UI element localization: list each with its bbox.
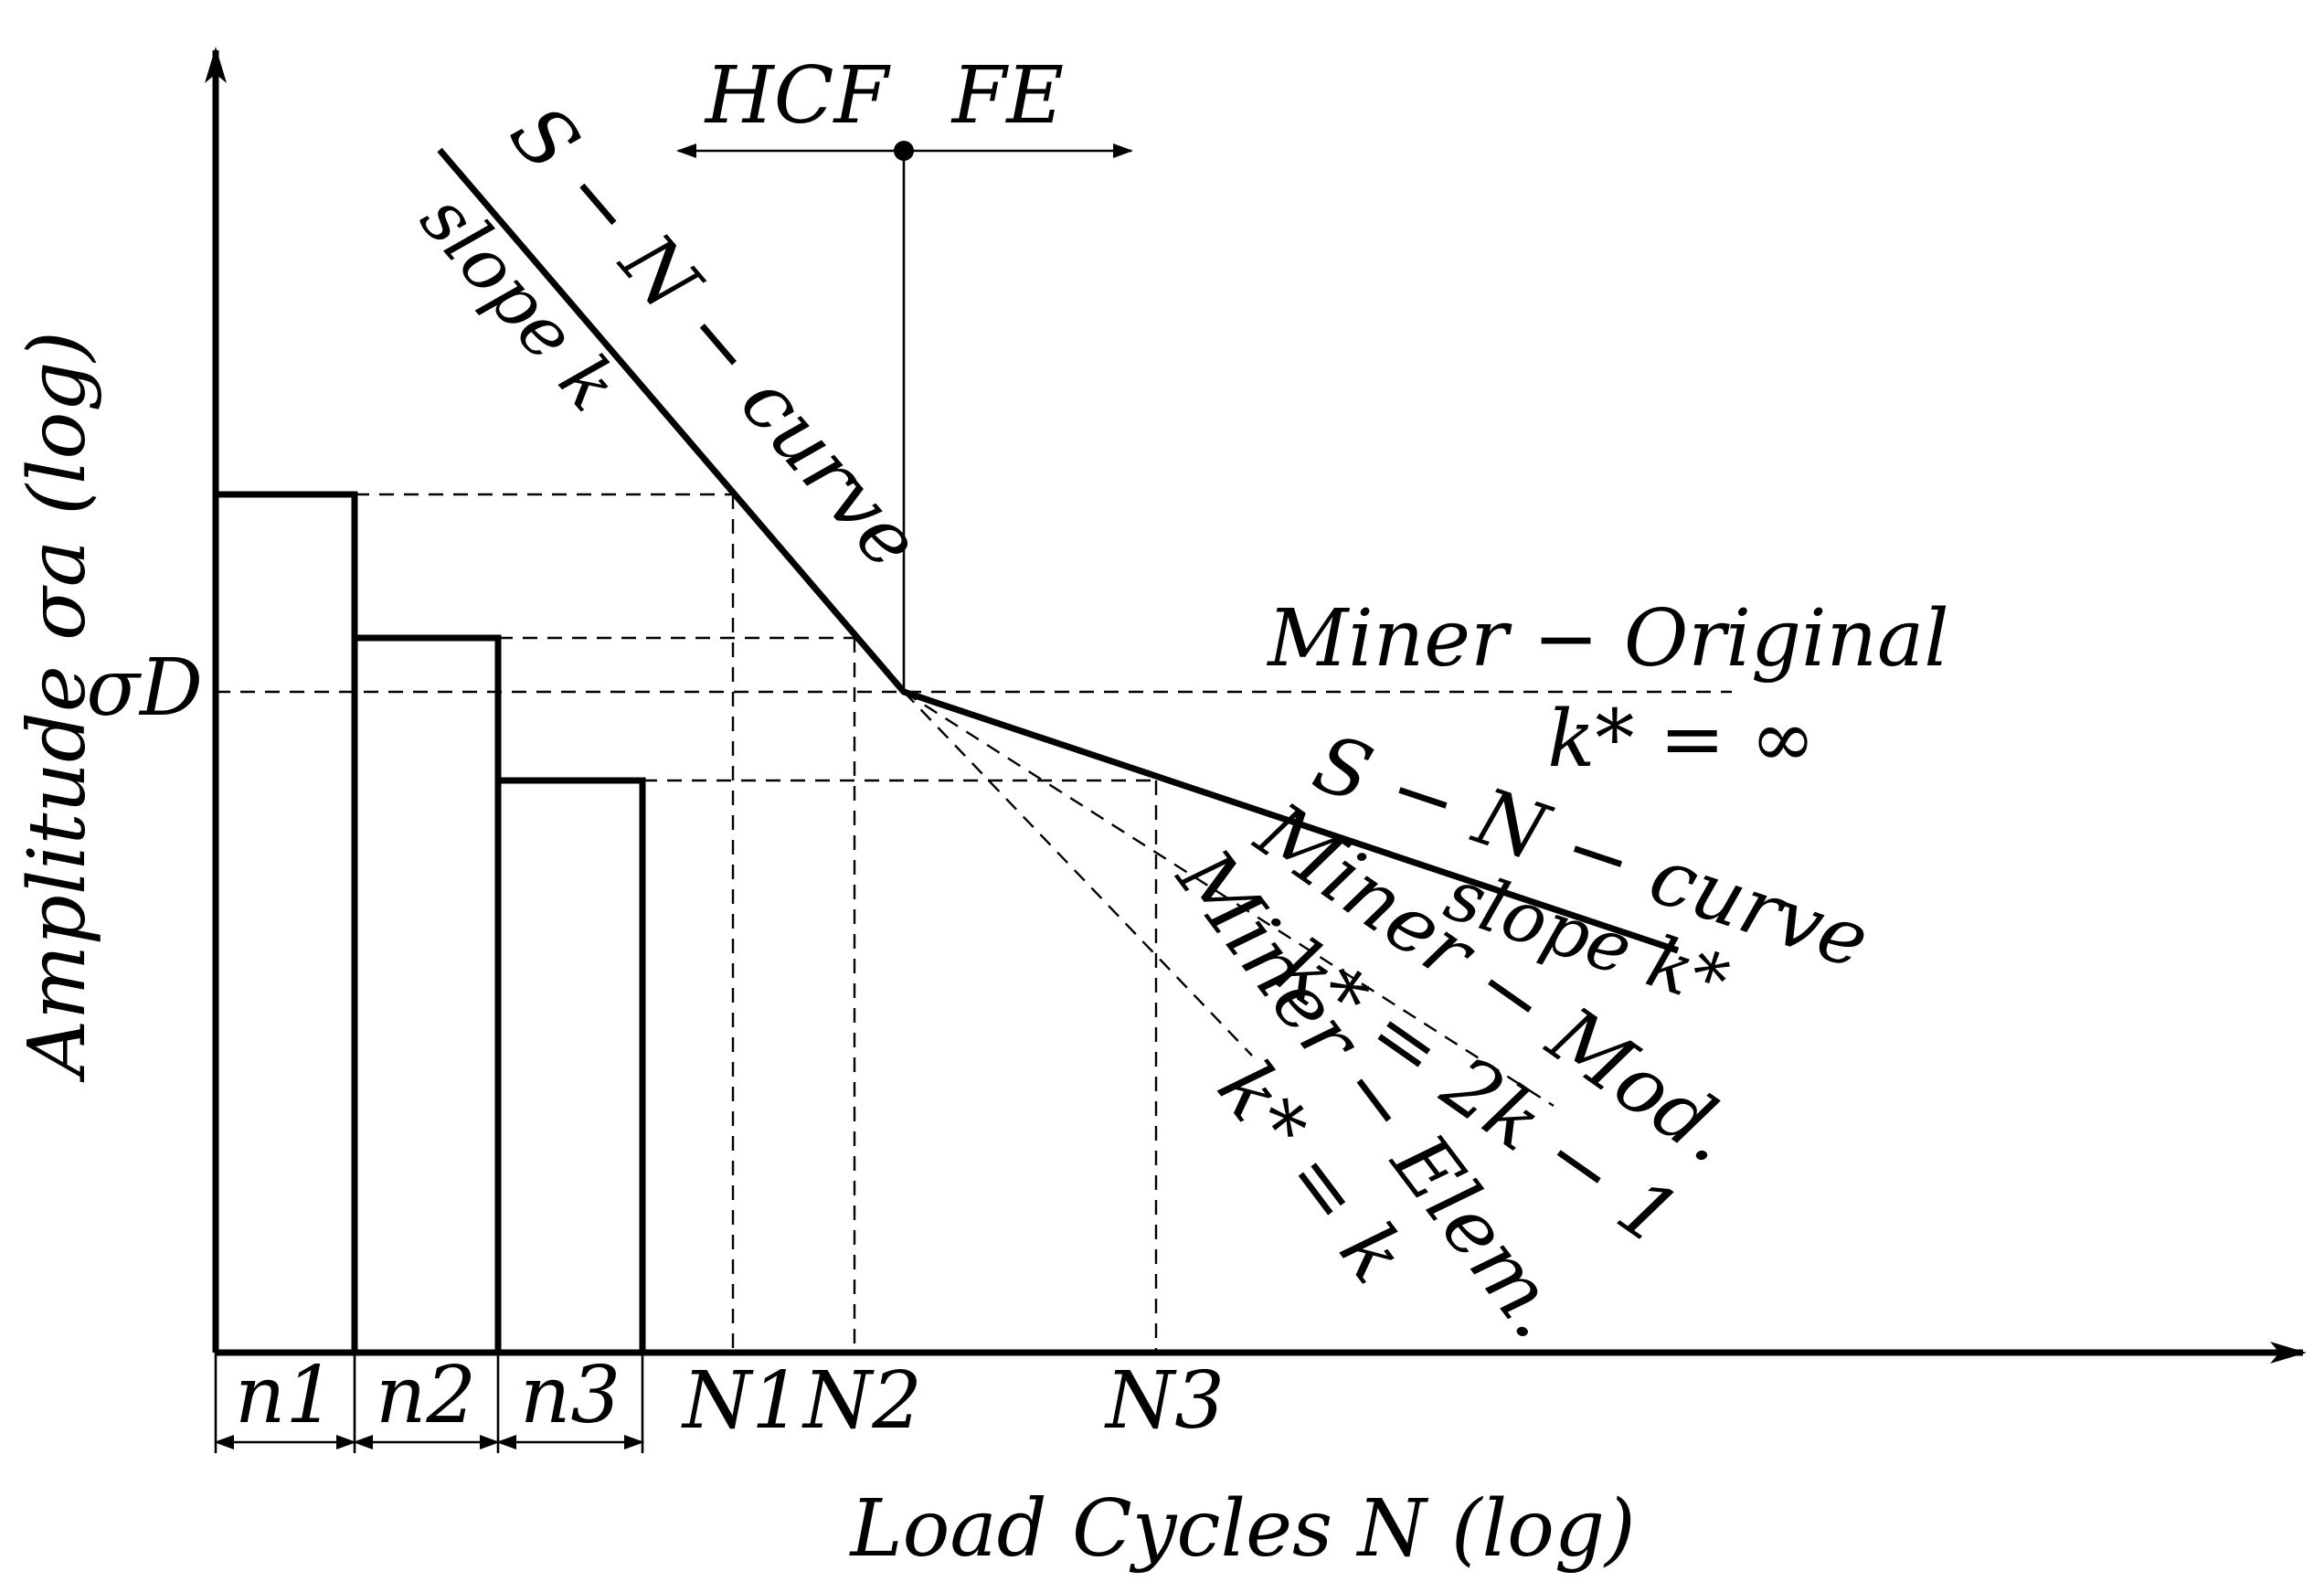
miner-mod-line [903, 690, 1555, 1108]
block-label-3: n3 [520, 1350, 621, 1441]
miner-elem-line [903, 691, 1253, 1056]
block-label-2: n2 [376, 1350, 476, 1441]
fe-label: FE [950, 50, 1064, 142]
y-axis-label: Amplitude σa (log) [12, 331, 103, 1083]
load-block-3 [498, 777, 646, 1353]
load-block-1 [216, 491, 358, 1353]
block-label-1: n1 [235, 1350, 335, 1441]
miner-original-label: Miner − Original [1266, 593, 1949, 685]
miner-original-k: k* = ∞ [1547, 694, 1815, 785]
hcf-label: HCF [704, 50, 892, 142]
sigma-d-label: σD [86, 642, 203, 734]
cycle-label-3: N3 [1104, 1355, 1225, 1447]
x-axis-label: Load Cycles N (log) [849, 1483, 1636, 1575]
load-block-2 [355, 634, 502, 1353]
cycle-label-2: N2 [801, 1355, 922, 1447]
cycle-label-1: N1 [681, 1355, 801, 1447]
